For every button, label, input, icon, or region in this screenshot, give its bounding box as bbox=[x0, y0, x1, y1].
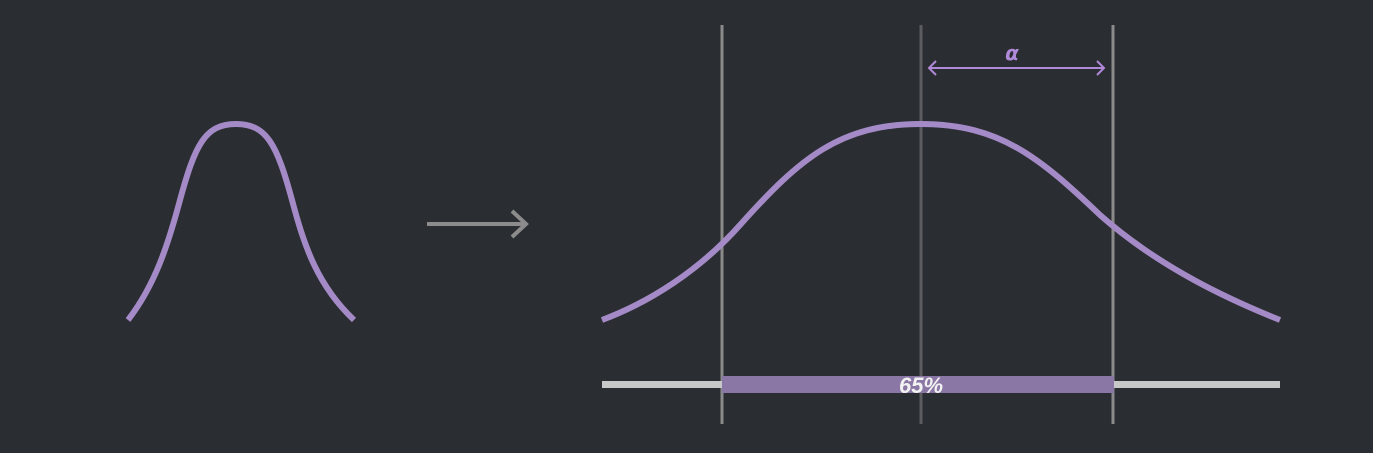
alpha-label: α bbox=[1005, 41, 1019, 65]
double-headed-arrow-icon bbox=[927, 60, 1106, 76]
highlight-range-bar bbox=[722, 376, 1114, 393]
percent-label: 65% bbox=[899, 373, 943, 398]
right-arrow-icon bbox=[427, 209, 529, 239]
wide-bell-curve bbox=[600, 120, 1282, 323]
narrow-bell-curve bbox=[125, 120, 357, 323]
